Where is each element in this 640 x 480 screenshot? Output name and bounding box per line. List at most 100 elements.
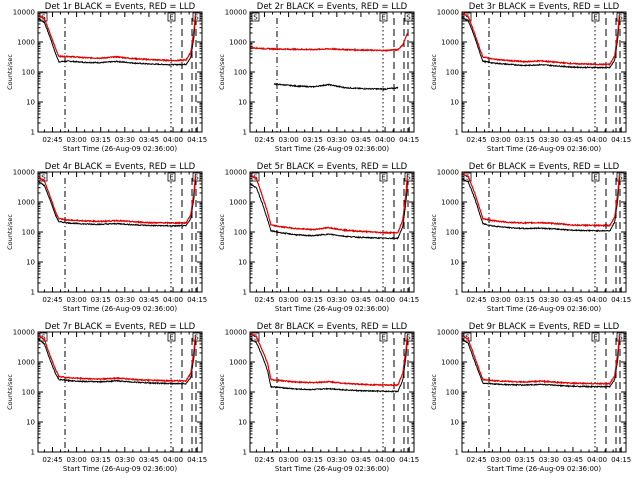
x-tick-label: 04:15 [187,456,207,464]
x-tick-label: 03:45 [139,296,159,304]
y-tick-label: 100 [446,229,459,237]
panel-title: Det 4r BLACK = Events, RED = LLD [45,162,196,172]
flag-label: S [406,174,411,182]
flag-label: E [381,334,385,342]
y-tick-label: 10 [238,259,247,267]
x-tick-label: 03:00 [66,296,86,304]
x-tick-label: 03:00 [490,456,510,464]
flag-box [167,332,176,342]
y-axis-label: Counts/sec [430,54,438,90]
plot-frame [461,331,627,453]
x-tick-label: 03:15 [515,456,535,464]
x-tick-label: 03:15 [303,456,323,464]
events-series-line [250,337,409,393]
x-tick-label: 04:15 [611,136,631,144]
lld-series-line [462,12,621,67]
x-tick-label: 02:45 [254,136,274,144]
y-tick-label: 1 [31,129,35,137]
y-tick-label: 10000 [437,169,459,177]
events-series-line [38,17,197,66]
flag-box [192,12,201,22]
x-axis-label: Start Time (26-Aug-09 02:36:00) [275,305,389,313]
y-tick-label: 10000 [13,169,35,177]
panel-title: Det 5r BLACK = Events, RED = LLD [257,162,408,172]
y-tick-label: 1 [455,129,459,137]
interval-lines [276,178,409,292]
y-tick-label: 1000 [229,359,247,367]
flag-box [192,172,201,182]
flag-label: S [194,174,199,182]
x-tick-label: 04:00 [587,136,607,144]
flag-label: S [618,334,623,342]
y-tick-label: 1000 [229,39,247,47]
panel-4: Det 4r BLACK = Events, RED = LLD 1 10 100 10… [6,162,207,313]
interval-lines [488,338,621,452]
x-tick-label: 04:15 [611,296,631,304]
x-tick-label: 03:45 [139,136,159,144]
events-series-line [462,337,621,389]
y-tick-label: 100 [234,389,247,397]
flag-box [616,332,625,342]
x-axis-label: Start Time (26-Aug-09 02:36:00) [487,465,601,473]
y-tick-label: 10000 [225,169,247,177]
flag-box [251,12,260,22]
x-tick-label: 03:00 [278,296,298,304]
flag-box [591,172,600,182]
interval-lines [64,18,197,132]
y-tick-label: 10 [238,99,247,107]
x-axis-label: Start Time (26-Aug-09 02:36:00) [487,145,601,153]
x-tick-label: 03:30 [327,136,347,144]
flag-label: S [41,174,46,182]
panel-2: Det 2r BLACK = Events, RED = LLD 1 10 100 10… [218,2,419,153]
x-tick-label: 02:45 [466,456,486,464]
flag-box [379,172,388,182]
interval-lines [64,178,197,292]
y-tick-label: 100 [234,69,247,77]
y-axis-label: Counts/sec [6,214,14,250]
x-tick-label: 04:00 [587,456,607,464]
traces [250,33,409,91]
flag-label: S [253,14,258,22]
flag-label: S [253,334,258,342]
y-tick-label: 1 [243,449,247,457]
x-tick-label: 03:45 [351,296,371,304]
flag-label: E [593,334,597,342]
flag-box [379,12,388,22]
x-tick-label: 03:15 [91,136,111,144]
y-tick-label: 10 [26,419,35,427]
x-tick-label: 03:30 [115,136,135,144]
y-tick-label: 100 [22,389,35,397]
x-tick-label: 02:45 [254,296,274,304]
x-tick-label: 03:30 [539,136,559,144]
x-axis-label: Start Time (26-Aug-09 02:36:00) [63,145,177,153]
traces [462,172,621,233]
x-tick-label: 02:45 [42,296,62,304]
flag-label: S [465,334,470,342]
x-tick-label: 03:00 [490,136,510,144]
flag-label: E [169,174,173,182]
y-tick-label: 1000 [17,359,35,367]
x-tick-label: 03:30 [115,296,135,304]
panel-title: Det 9r BLACK = Events, RED = LLD [469,322,620,332]
x-tick-label: 03:00 [490,296,510,304]
x-tick-label: 03:00 [278,136,298,144]
x-tick-label: 02:45 [42,456,62,464]
flag-label: S [618,174,623,182]
y-tick-label: 1000 [441,39,459,47]
lld-series-line [250,173,409,235]
x-tick-label: 03:30 [327,456,347,464]
x-tick-label: 03:30 [539,456,559,464]
flag-box [404,12,413,22]
panel-6: Det 6r BLACK = Events, RED = LLD 1 10 100 10… [430,162,631,313]
flag-box [192,332,201,342]
x-tick-label: 04:00 [375,456,395,464]
plot-frame [249,11,415,133]
x-tick-label: 04:00 [587,296,607,304]
flag-label: S [194,334,199,342]
x-tick-label: 03:45 [563,456,583,464]
interval-lines [276,18,409,132]
x-tick-label: 04:15 [399,456,419,464]
y-axis-label: Counts/sec [6,54,14,90]
y-tick-label: 100 [22,69,35,77]
flag-box [379,332,388,342]
